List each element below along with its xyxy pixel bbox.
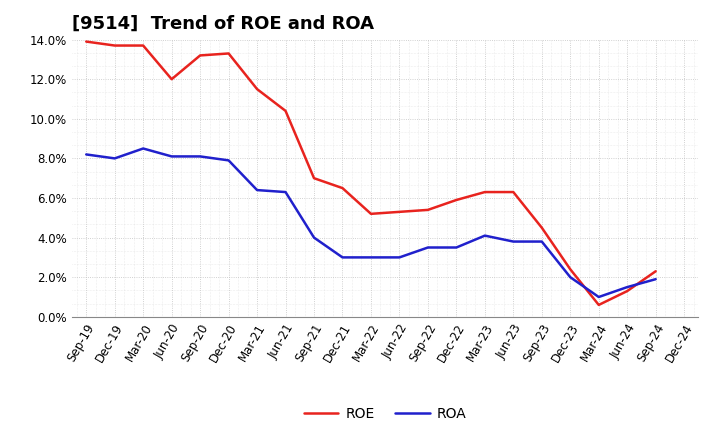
ROA	[595, 294, 603, 300]
ROE	[366, 211, 375, 216]
ROE	[395, 209, 404, 214]
ROE	[480, 189, 489, 194]
ROA	[196, 154, 204, 159]
ROE	[110, 43, 119, 48]
ROE	[509, 189, 518, 194]
ROA	[282, 189, 290, 194]
Legend: ROE, ROA: ROE, ROA	[298, 401, 472, 426]
ROE	[139, 43, 148, 48]
ROE	[537, 225, 546, 231]
ROE	[196, 53, 204, 58]
ROA	[395, 255, 404, 260]
ROA	[452, 245, 461, 250]
ROE	[566, 267, 575, 272]
ROA	[566, 275, 575, 280]
ROA	[139, 146, 148, 151]
ROA	[253, 187, 261, 193]
ROE	[282, 108, 290, 114]
ROA	[82, 152, 91, 157]
ROA	[366, 255, 375, 260]
ROA	[110, 156, 119, 161]
ROE	[338, 186, 347, 191]
Line: ROA: ROA	[86, 148, 656, 297]
ROA	[623, 284, 631, 290]
ROA	[480, 233, 489, 238]
ROA	[652, 276, 660, 282]
ROE	[82, 39, 91, 44]
ROA	[423, 245, 432, 250]
Line: ROE: ROE	[86, 41, 656, 305]
ROE	[452, 197, 461, 202]
ROE	[225, 51, 233, 56]
ROE	[423, 207, 432, 213]
ROE	[623, 289, 631, 294]
ROA	[225, 158, 233, 163]
ROA	[509, 239, 518, 244]
ROA	[167, 154, 176, 159]
ROE	[167, 77, 176, 82]
ROE	[595, 302, 603, 308]
ROE	[253, 86, 261, 92]
ROE	[310, 176, 318, 181]
ROA	[537, 239, 546, 244]
ROE	[652, 268, 660, 274]
ROA	[310, 235, 318, 240]
Text: [9514]  Trend of ROE and ROA: [9514] Trend of ROE and ROA	[72, 15, 374, 33]
ROA	[338, 255, 347, 260]
